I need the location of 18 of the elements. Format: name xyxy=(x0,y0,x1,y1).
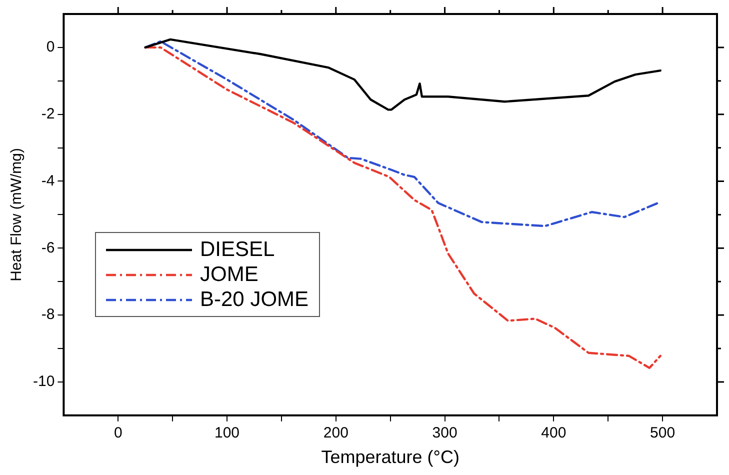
x-tick-label: 500 xyxy=(650,424,676,442)
line-series xyxy=(144,46,662,369)
x-tick-label: 0 xyxy=(114,424,122,442)
y-tick-label: 0 xyxy=(46,38,55,56)
y-tick-label: -6 xyxy=(41,239,55,256)
y-axis-title: Heat Flow (mW/mg) xyxy=(8,148,26,282)
legend-label: B-20 JOME xyxy=(200,287,309,312)
x-axis-title: Temperature (°C) xyxy=(321,447,460,468)
x-tick-label: 400 xyxy=(541,424,566,442)
x-tick-label: 200 xyxy=(323,424,348,442)
y-tick-label: -8 xyxy=(41,306,55,324)
x-tick-label: 100 xyxy=(214,424,240,442)
legend-label: DIESEL xyxy=(200,237,275,262)
y-tick-label: -10 xyxy=(32,373,55,390)
x-tick-label: 300 xyxy=(432,424,458,442)
y-tick-label: -2 xyxy=(41,105,55,122)
legend-label: JOME xyxy=(200,262,258,287)
y-tick-label: -4 xyxy=(41,172,55,190)
